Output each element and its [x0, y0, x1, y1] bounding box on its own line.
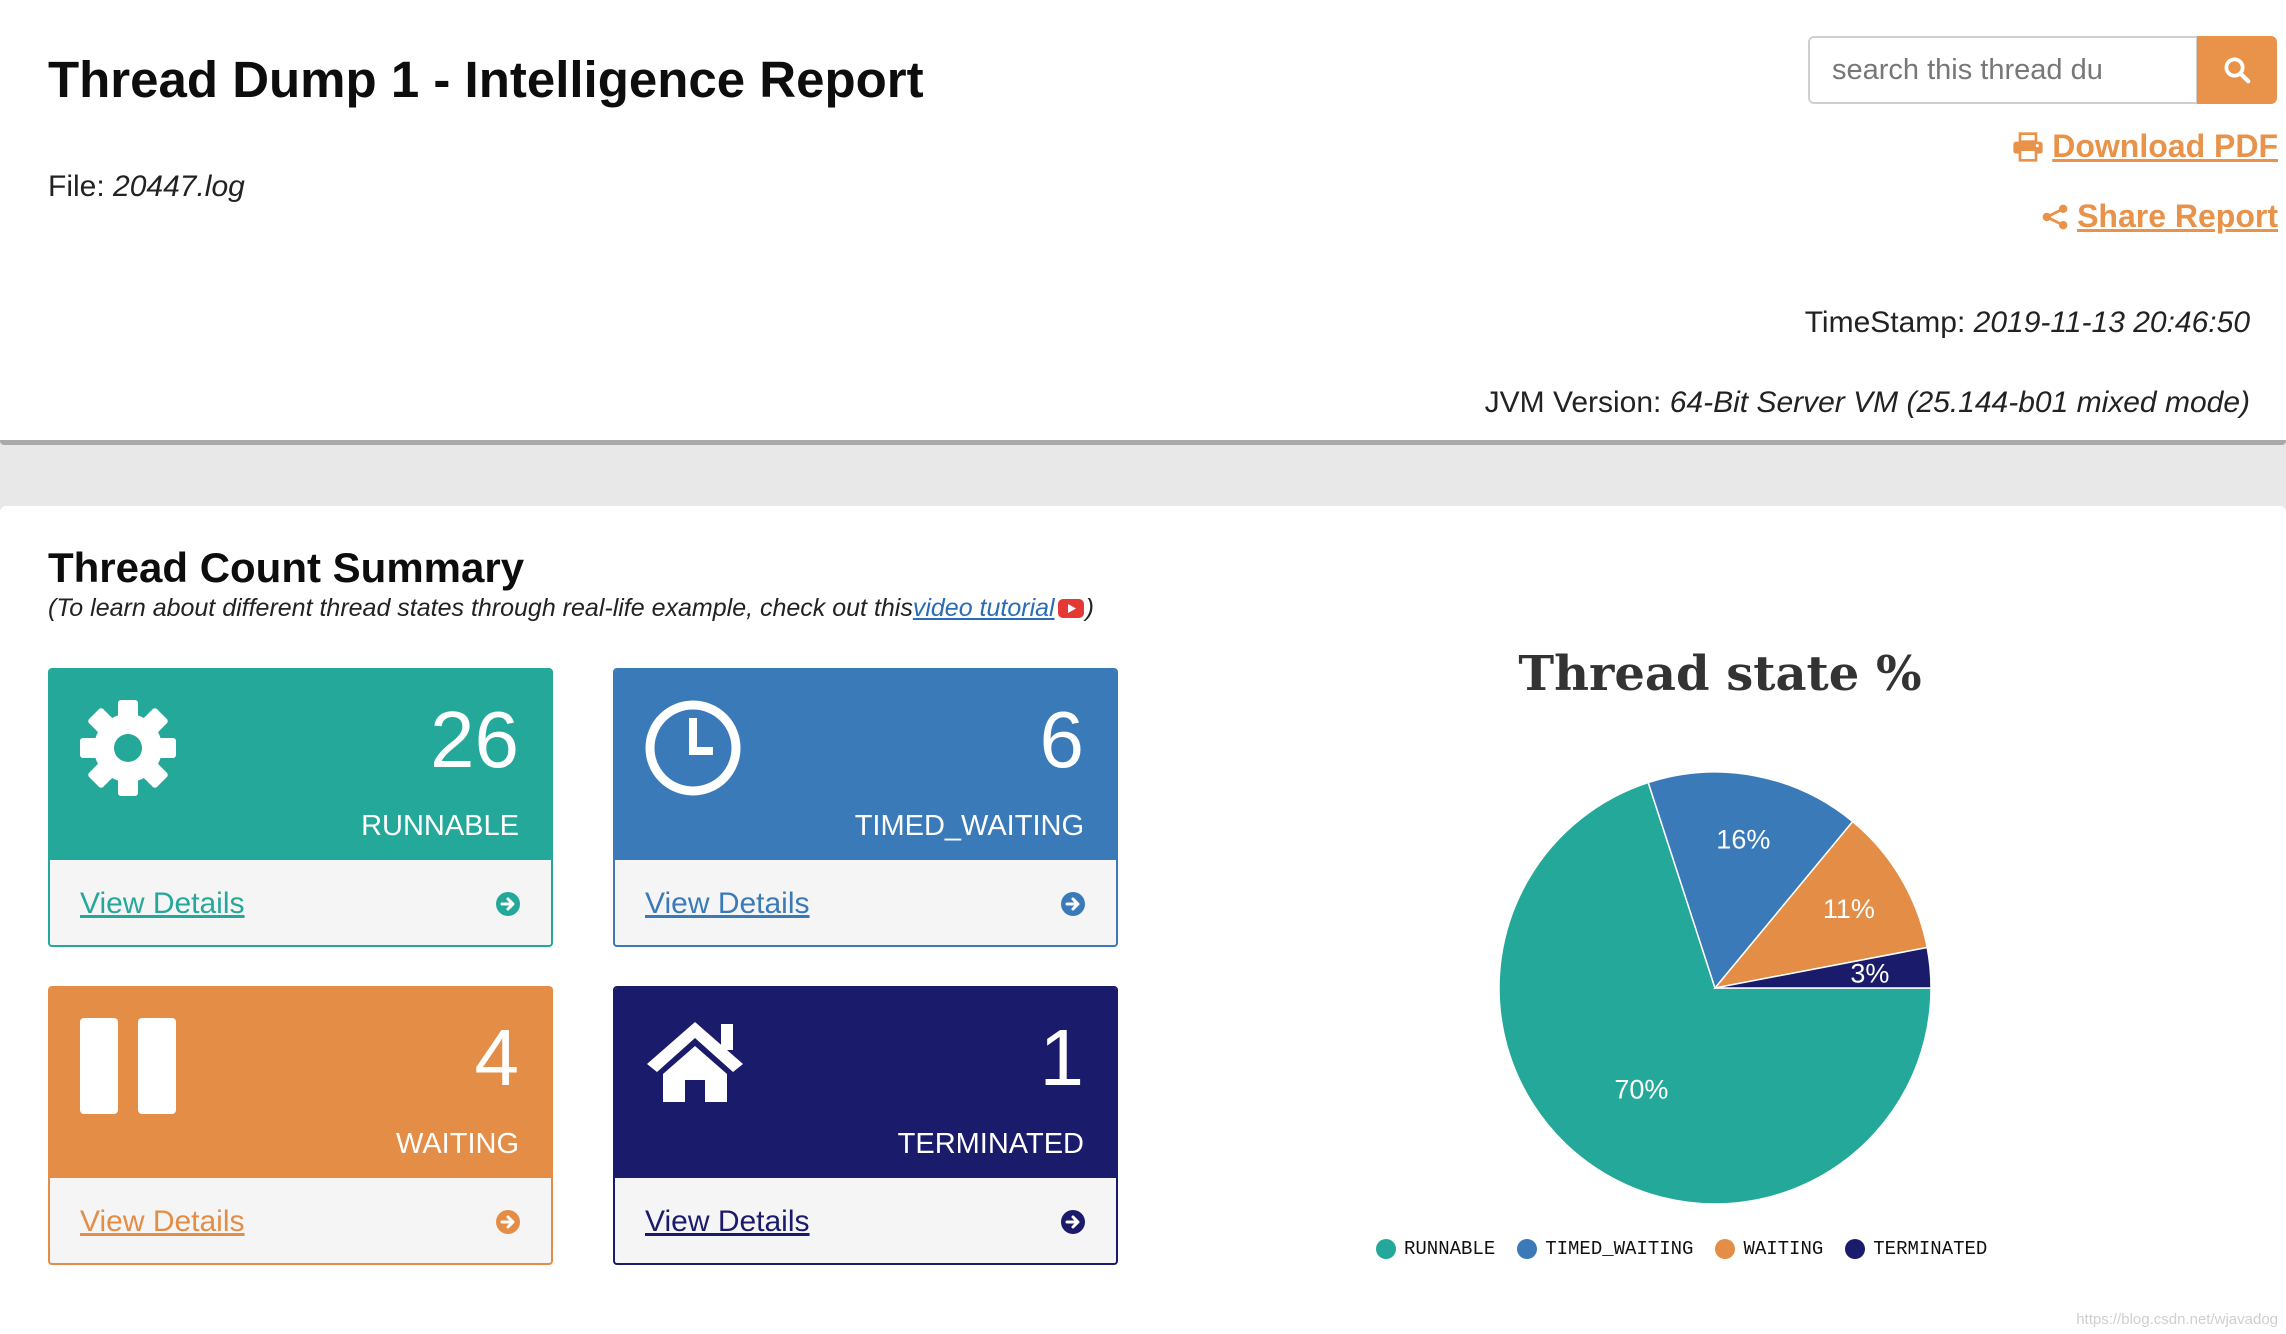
runnable-count: 26	[430, 695, 519, 784]
timestamp-line: TimeStamp: 2019-11-13 20:46:50	[1805, 306, 2250, 340]
search-button[interactable]	[2197, 36, 2277, 104]
runnable-card: 26 RUNNABLE View Details	[48, 668, 553, 947]
jvm-version-line: JVM Version: 64-Bit Server VM (25.144-b0…	[1485, 386, 2250, 420]
jvm-value: 64-Bit Server VM (25.144-b01 mixed mode)	[1669, 386, 2250, 419]
page-title: Thread Dump 1 - Intelligence Report	[48, 51, 924, 108]
pie-data-label: 70%	[1614, 1074, 1668, 1104]
share-report-link[interactable]: Share Report	[2041, 198, 2278, 235]
summary-title: Thread Count Summary	[48, 544, 525, 591]
timed-waiting-card-footer[interactable]: View Details	[615, 860, 1116, 945]
pie-data-label: 16%	[1716, 824, 1770, 854]
share-icon	[2042, 204, 2068, 229]
download-pdf-link[interactable]: Download PDF	[2012, 128, 2278, 165]
waiting-label: WAITING	[396, 1128, 519, 1160]
legend-label: RUNNABLE	[1404, 1238, 1496, 1260]
terminated-card-footer[interactable]: View Details	[615, 1178, 1116, 1263]
thread-state-chart: Thread state % 70% 16% 11% 3% RUNNABLE TIMED…	[1340, 646, 2100, 1286]
pause-icon	[80, 1018, 176, 1114]
chart-title: Thread state %	[1518, 646, 1922, 702]
pie-chart: 70% 16% 11% 3%	[1498, 771, 1932, 1205]
waiting-card-footer[interactable]: View Details	[50, 1178, 551, 1263]
waiting-card: 4 WAITING View Details	[48, 986, 553, 1265]
timed-waiting-card: 6 TIMED_WAITING View Details	[613, 668, 1118, 947]
pie-slice-terminated[interactable]	[1714, 946, 1932, 989]
waiting-count: 4	[474, 1013, 520, 1102]
waiting-card-header: 4 WAITING	[50, 988, 551, 1178]
runnable-card-header: 26 RUNNABLE	[50, 670, 551, 860]
arrow-circle-right-icon[interactable]	[495, 1209, 521, 1235]
pie-slice-waiting[interactable]	[1713, 820, 1929, 990]
arrow-circle-right-icon[interactable]	[1060, 1209, 1086, 1235]
file-label: File:	[48, 170, 105, 203]
terminated-card-header: 1 TERMINATED	[615, 988, 1116, 1178]
video-tutorial-link[interactable]: video tutorial	[912, 594, 1055, 622]
legend-dot	[1845, 1239, 1866, 1259]
clock-icon	[645, 700, 741, 796]
legend-item[interactable]: RUNNABLE	[1376, 1238, 1495, 1260]
waiting-view-details-link[interactable]: View Details	[80, 1204, 245, 1238]
arrow-circle-right-icon[interactable]	[495, 891, 521, 917]
pie-data-label: 11%	[1823, 894, 1875, 924]
runnable-card-footer[interactable]: View Details	[50, 860, 551, 945]
runnable-label: RUNNABLE	[361, 810, 519, 842]
timestamp-label: TimeStamp:	[1804, 306, 1966, 339]
pie-data-label: 3%	[1850, 958, 1889, 988]
terminated-count: 1	[1039, 1013, 1085, 1102]
home-icon	[647, 1022, 743, 1102]
arrow-circle-right-icon[interactable]	[1060, 891, 1086, 917]
legend-dot	[1376, 1239, 1396, 1259]
timed-waiting-label: TIMED_WAITING	[854, 810, 1084, 842]
file-info: File: 20447.log	[48, 170, 245, 204]
legend-dot	[1517, 1239, 1538, 1259]
gear-icon	[80, 700, 176, 796]
timed-waiting-card-header: 6 TIMED_WAITING	[615, 670, 1116, 860]
subtitle-suffix: )	[1085, 594, 1094, 622]
download-pdf-label[interactable]: Download PDF	[2052, 128, 2278, 164]
legend-label: TIMED_WAITING	[1545, 1238, 1694, 1260]
chart-legend: RUNNABLE TIMED_WAITING WAITING TERMINATED	[1376, 1238, 1987, 1260]
report-header: Thread Dump 1 - Intelligence Report File…	[0, 0, 2286, 445]
watermark: https://blog.csdn.net/wjavadog	[2076, 1311, 2278, 1328]
timed-waiting-count: 6	[1039, 695, 1085, 784]
search-input[interactable]	[1808, 36, 2198, 104]
share-report-label[interactable]: Share Report	[2077, 198, 2278, 234]
timestamp-value: 2019-11-13 20:46:50	[1973, 306, 2250, 339]
legend-dot	[1715, 1239, 1736, 1259]
youtube-icon[interactable]	[1057, 599, 1084, 618]
pie-slice-runnable[interactable]	[1498, 781, 1932, 1205]
summary-subtitle: (To learn about different thread states …	[48, 594, 1094, 623]
legend-label: TERMINATED	[1873, 1238, 1988, 1260]
legend-item[interactable]: TIMED_WAITING	[1517, 1238, 1693, 1260]
search-icon	[2224, 57, 2251, 84]
terminated-label: TERMINATED	[897, 1128, 1084, 1160]
printer-icon	[2013, 131, 2043, 162]
file-name: 20447.log	[113, 170, 245, 203]
thread-count-summary: Thread Count Summary (To learn about dif…	[0, 506, 2286, 1334]
timed-waiting-view-details-link[interactable]: View Details	[645, 886, 810, 920]
legend-label: WAITING	[1743, 1238, 1824, 1260]
terminated-view-details-link[interactable]: View Details	[645, 1204, 810, 1238]
jvm-label: JVM Version:	[1484, 386, 1662, 419]
legend-item[interactable]: WAITING	[1715, 1238, 1823, 1260]
pie-slice-timed-waiting[interactable]	[1647, 771, 1854, 990]
legend-item[interactable]: TERMINATED	[1845, 1238, 1987, 1260]
runnable-view-details-link[interactable]: View Details	[80, 886, 245, 920]
terminated-card: 1 TERMINATED View Details	[613, 986, 1118, 1265]
subtitle-prefix: (To learn about different thread states …	[48, 594, 913, 622]
